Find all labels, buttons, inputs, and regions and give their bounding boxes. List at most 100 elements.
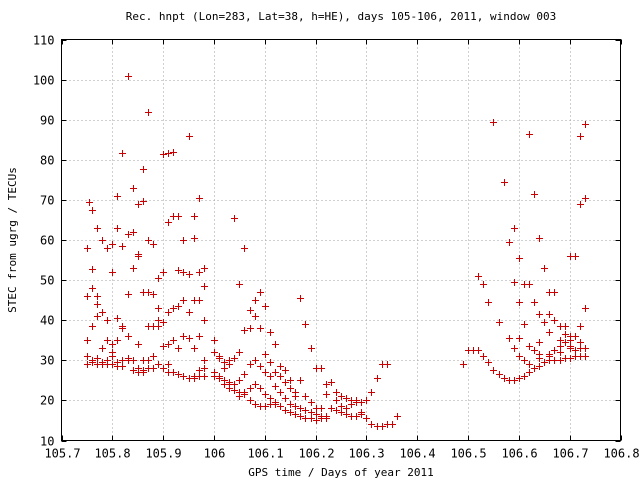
- data-point: [338, 403, 345, 410]
- data-point: [236, 349, 243, 356]
- data-point: [262, 391, 269, 398]
- data-point: [292, 411, 299, 418]
- data-point: [358, 411, 365, 418]
- data-point: [277, 389, 284, 396]
- data-point: [541, 359, 548, 366]
- x-tick-label: 105.9: [145, 447, 181, 461]
- data-point: [226, 381, 233, 388]
- data-point: [94, 293, 101, 300]
- data-point: [531, 365, 538, 372]
- data-point: [313, 417, 320, 424]
- data-point: [582, 305, 589, 312]
- x-tick-label: 106.4: [399, 447, 435, 461]
- y-tick-label: 90: [40, 114, 54, 128]
- data-point: [86, 199, 93, 206]
- data-point: [389, 421, 396, 428]
- data-point: [536, 339, 543, 346]
- data-point: [516, 255, 523, 262]
- data-point: [130, 265, 137, 272]
- data-point: [562, 331, 569, 338]
- data-point: [140, 198, 147, 205]
- data-point: [368, 421, 375, 428]
- data-point: [318, 365, 325, 372]
- data-point: [348, 401, 355, 408]
- data-point: [460, 361, 467, 368]
- data-point: [125, 357, 132, 364]
- x-tick-label: 106.1: [247, 447, 283, 461]
- data-point: [99, 237, 106, 244]
- data-point: [536, 235, 543, 242]
- data-point: [130, 185, 137, 192]
- data-point: [114, 315, 121, 322]
- data-point: [252, 381, 259, 388]
- data-point: [308, 409, 315, 416]
- data-point: [353, 397, 360, 404]
- data-point: [368, 389, 375, 396]
- x-tick-label: 106.6: [501, 447, 537, 461]
- data-point: [109, 269, 116, 276]
- data-point: [231, 355, 238, 362]
- data-point: [577, 201, 584, 208]
- data-point: [236, 377, 243, 384]
- data-point: [511, 377, 518, 384]
- data-point: [323, 391, 330, 398]
- data-point: [226, 361, 233, 368]
- data-point: [241, 371, 248, 378]
- data-point: [308, 399, 315, 406]
- data-point: [267, 401, 274, 408]
- data-point: [323, 415, 330, 422]
- data-point: [201, 357, 208, 364]
- data-point: [160, 365, 167, 372]
- data-point: [201, 265, 208, 272]
- data-point: [272, 369, 279, 376]
- data-point: [119, 357, 126, 364]
- data-point: [114, 337, 121, 344]
- x-tick-label: 106: [204, 447, 226, 461]
- data-point: [104, 337, 111, 344]
- data-point: [302, 321, 309, 328]
- data-point: [196, 195, 203, 202]
- data-point: [546, 329, 553, 336]
- data-point: [94, 313, 101, 320]
- data-point: [287, 377, 294, 384]
- x-tick-label: 106.8: [603, 447, 639, 461]
- data-point: [308, 345, 315, 352]
- data-point: [343, 395, 350, 402]
- data-point: [562, 339, 569, 346]
- data-point: [247, 307, 254, 314]
- data-point: [104, 245, 111, 252]
- data-point: [577, 339, 584, 346]
- data-point: [297, 413, 304, 420]
- data-point: [252, 357, 259, 364]
- data-point: [196, 269, 203, 276]
- data-point: [186, 271, 193, 278]
- data-point: [551, 289, 558, 296]
- y-tick-label: 10: [40, 435, 54, 449]
- data-point: [180, 269, 187, 276]
- data-point: [252, 297, 259, 304]
- data-point: [358, 399, 365, 406]
- data-point: [170, 369, 177, 376]
- data-point: [186, 309, 193, 316]
- data-point: [531, 299, 538, 306]
- data-point: [551, 317, 558, 324]
- data-point: [541, 319, 548, 326]
- data-point: [511, 225, 518, 232]
- data-point: [84, 361, 91, 368]
- data-point: [145, 323, 152, 330]
- data-point: [297, 377, 304, 384]
- data-point: [328, 379, 335, 386]
- data-point: [84, 293, 91, 300]
- data-point: [170, 213, 177, 220]
- data-point: [165, 150, 172, 157]
- data-point: [262, 369, 269, 376]
- data-point: [196, 367, 203, 374]
- y-tick-label: 110: [33, 34, 55, 48]
- data-point: [109, 341, 116, 348]
- data-point: [216, 355, 223, 362]
- data-point: [89, 323, 96, 330]
- data-point: [109, 361, 116, 368]
- data-point: [567, 355, 574, 362]
- data-point: [150, 365, 157, 372]
- data-point: [526, 361, 533, 368]
